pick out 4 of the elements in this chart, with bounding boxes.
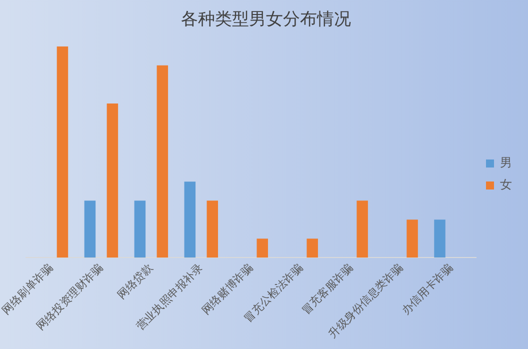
legend-label: 男 (500, 156, 512, 170)
chart-title: 各种类型男女分布情况 (181, 10, 351, 30)
x-tick-label: 网络贷款 (115, 261, 156, 302)
legend-label: 女 (500, 178, 512, 192)
